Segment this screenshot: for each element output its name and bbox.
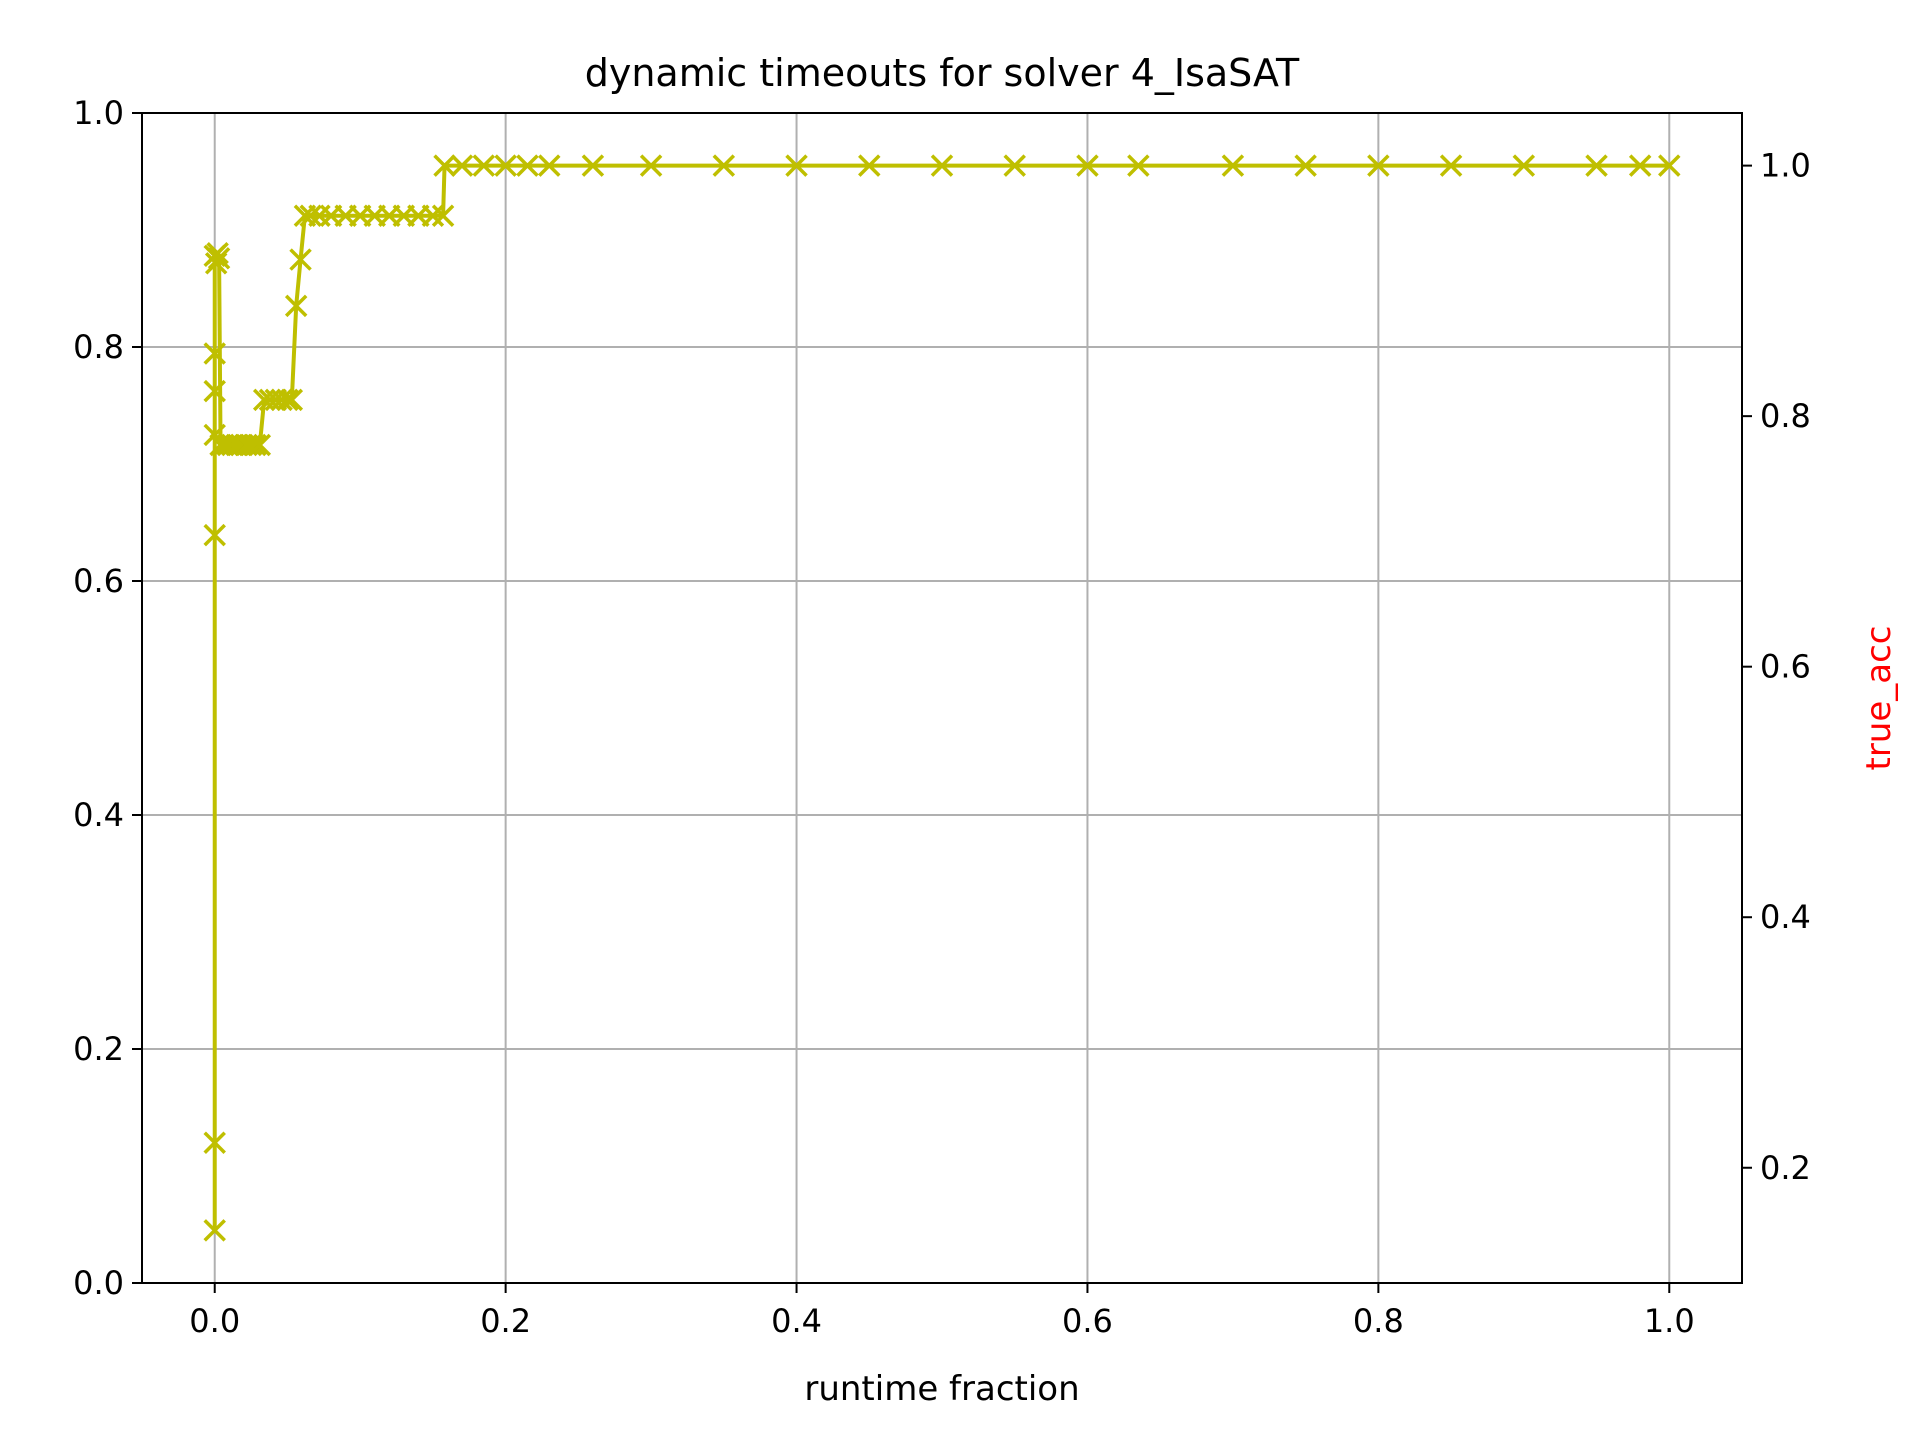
data-point-marker: [1439, 154, 1463, 177]
data-point-marker: [431, 204, 455, 227]
data-point-marker: [1221, 154, 1245, 177]
data-point-marker: [203, 379, 226, 403]
y-tick-label: 0.8: [73, 328, 124, 366]
data-point-marker: [206, 242, 229, 265]
x-tick-label: 0.0: [189, 1302, 240, 1340]
y-tick-label: 0.4: [73, 796, 124, 834]
x-axis-label: runtime fraction: [804, 1369, 1079, 1409]
data-point-marker: [203, 342, 226, 365]
x-tick-label: 1.0: [1644, 1302, 1695, 1340]
data-point-marker: [299, 204, 322, 227]
data-point-marker: [1658, 154, 1681, 177]
y-right-tick-label: 0.4: [1760, 898, 1811, 936]
y-right-tick-label: 0.6: [1760, 648, 1811, 686]
data-point-marker: [1127, 154, 1150, 177]
y-tick-label: 1.0: [73, 94, 124, 132]
data-point-marker: [280, 388, 304, 412]
data-point-marker: [712, 154, 736, 177]
data-point-marker: [1585, 154, 1608, 177]
data-point-marker: [450, 154, 474, 177]
y-axis-left: 0.0 0.2 0.4 0.6 0.8 1.0: [73, 94, 142, 1302]
data-point-marker: [421, 204, 445, 227]
y-right-tick-label: 1.0: [1760, 147, 1811, 185]
data-point-marker: [538, 154, 561, 177]
data-point-marker: [203, 1131, 226, 1154]
data-point-marker: [203, 1219, 226, 1242]
y-axis-right: 0.2 0.4 0.6 0.8 1.0: [1742, 147, 1811, 1187]
data-point-marker: [284, 294, 308, 318]
data-point-marker: [858, 154, 881, 177]
x-tick-label: 0.2: [480, 1302, 531, 1340]
y-tick-label: 0.0: [73, 1264, 124, 1302]
data-point-marker: [1512, 154, 1536, 177]
y-right-tick-label: 0.2: [1760, 1149, 1811, 1187]
data-point-marker: [276, 388, 299, 412]
plot-frame: [141, 112, 1743, 1284]
series-line: [212, 163, 1670, 1231]
x-tick-label: 0.8: [1353, 1302, 1404, 1340]
y-tick-label: 0.6: [73, 562, 124, 600]
y-axis-right-label: true_acc: [1859, 626, 1899, 771]
data-point-marker: [203, 523, 226, 547]
data-point-marker: [433, 154, 456, 177]
data-point-marker: [239, 433, 263, 457]
x-tick-label: 0.6: [1062, 1302, 1113, 1340]
data-point-marker: [472, 154, 496, 177]
y-right-tick-label: 0.8: [1760, 397, 1811, 435]
data-point-marker: [581, 154, 605, 177]
data-point-marker: [1076, 154, 1099, 177]
y-tick-label: 0.2: [73, 1030, 124, 1068]
data-point-marker: [1003, 154, 1026, 177]
data-point-marker: [270, 388, 293, 412]
data-point-marker: [1367, 154, 1390, 177]
data-point-marker: [930, 154, 954, 177]
data-point-marker: [289, 248, 312, 271]
data-point-marker: [639, 154, 663, 177]
data-point-marker: [248, 433, 272, 457]
data-point-marker: [1628, 154, 1652, 177]
grid-lines: [142, 112, 1742, 1284]
data-point-marker: [244, 433, 267, 457]
x-tick-label: 0.4: [771, 1302, 822, 1340]
series-layer: [203, 154, 1681, 1242]
data-point-marker: [207, 247, 231, 270]
data-point-marker: [494, 154, 517, 177]
data-point-marker: [516, 154, 539, 177]
x-axis: 0.0 0.2 0.4 0.6 0.8 1.0: [189, 1283, 1695, 1340]
data-point-marker: [785, 154, 808, 177]
data-point-marker: [1294, 154, 1317, 177]
chart-title: dynamic timeouts for solver 4_IsaSAT: [585, 51, 1300, 95]
